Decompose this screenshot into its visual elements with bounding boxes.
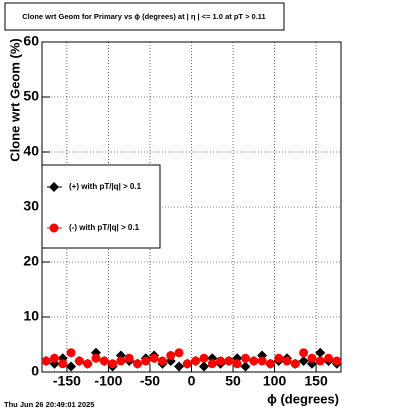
point bbox=[207, 359, 217, 369]
x-tick-label: -50 bbox=[140, 373, 160, 389]
point bbox=[332, 356, 342, 366]
point bbox=[240, 361, 251, 372]
x-tick-label: -150 bbox=[53, 373, 81, 389]
point bbox=[299, 348, 309, 358]
point bbox=[66, 361, 77, 372]
point bbox=[232, 359, 242, 369]
point bbox=[274, 353, 284, 363]
point bbox=[83, 359, 93, 369]
x-tick-label: 0 bbox=[188, 373, 196, 389]
x-axis-title: ϕ (degrees) bbox=[267, 391, 339, 406]
y-tick-label: 0 bbox=[31, 363, 39, 379]
point bbox=[216, 356, 226, 366]
point bbox=[41, 356, 51, 366]
point bbox=[249, 356, 259, 366]
point bbox=[191, 356, 201, 366]
legend-marker bbox=[49, 182, 59, 192]
legend-label: (+) with pT/|q| > 0.1 bbox=[69, 182, 142, 191]
point bbox=[265, 359, 275, 369]
point bbox=[199, 353, 209, 363]
point bbox=[74, 356, 84, 366]
point bbox=[99, 356, 109, 366]
legend-label: (-) with pT/|q| > 0.1 bbox=[69, 223, 140, 232]
y-tick-label: 10 bbox=[23, 308, 39, 324]
point bbox=[149, 353, 159, 363]
point bbox=[257, 356, 267, 366]
point bbox=[298, 356, 309, 366]
point bbox=[141, 356, 151, 366]
point bbox=[224, 356, 234, 366]
y-tick-label: 30 bbox=[23, 198, 39, 214]
y-axis-title: Clone wrt Geom (%) bbox=[7, 38, 22, 162]
point bbox=[315, 356, 325, 366]
legend-box bbox=[41, 164, 161, 249]
x-tick-label: 50 bbox=[225, 373, 241, 389]
point bbox=[290, 359, 300, 369]
point bbox=[174, 348, 184, 358]
point bbox=[198, 361, 209, 372]
point bbox=[315, 347, 326, 358]
y-tick-label: 50 bbox=[23, 88, 39, 104]
y-tick-label: 20 bbox=[23, 253, 39, 269]
x-tick-label: 100 bbox=[263, 373, 287, 389]
point bbox=[133, 359, 143, 369]
point bbox=[166, 351, 176, 360]
timestamp: Thu Jun 26 20:49:01 2025 bbox=[4, 400, 94, 409]
point bbox=[282, 356, 292, 366]
point bbox=[116, 356, 126, 366]
point bbox=[157, 356, 167, 366]
point bbox=[66, 348, 76, 358]
chart-title: Clone wrt Geom for Primary vs ϕ (degrees… bbox=[22, 12, 265, 21]
point bbox=[91, 353, 101, 363]
point bbox=[307, 353, 317, 363]
point bbox=[324, 353, 334, 363]
point bbox=[124, 353, 134, 363]
point bbox=[58, 359, 68, 369]
legend-marker bbox=[49, 223, 59, 233]
point bbox=[240, 353, 250, 363]
point bbox=[49, 353, 59, 363]
point bbox=[182, 359, 192, 369]
point bbox=[174, 361, 185, 372]
x-tick-label: 150 bbox=[304, 373, 328, 389]
point bbox=[108, 359, 118, 369]
y-tick-label: 40 bbox=[23, 143, 39, 159]
y-tick-label: 60 bbox=[23, 33, 39, 49]
x-tick-label: -100 bbox=[94, 373, 122, 389]
title-box bbox=[4, 2, 285, 31]
